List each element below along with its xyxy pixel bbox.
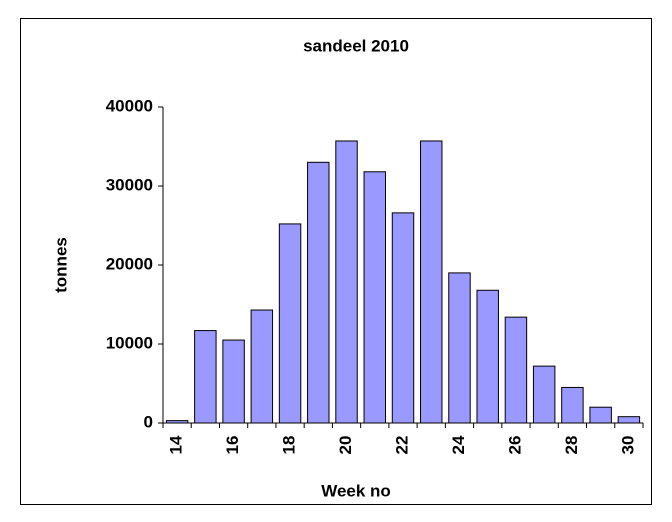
- chart-title: sandeel 2010: [303, 36, 409, 55]
- x-tick-label: 14: [167, 435, 186, 454]
- bar: [194, 330, 217, 424]
- x-tick-label: 28: [562, 436, 581, 455]
- bar: [222, 339, 245, 424]
- bar: [278, 223, 302, 424]
- bar: [589, 406, 612, 424]
- y-tick-label: 30000: [106, 175, 153, 194]
- bar: [532, 365, 556, 424]
- y-tick-label: 40000: [106, 96, 153, 115]
- x-tick-label: 22: [392, 436, 411, 455]
- x-tick-label: 26: [505, 436, 524, 455]
- bar: [363, 171, 386, 424]
- y-tick-label: 20000: [106, 254, 153, 273]
- x-tick-label: 18: [280, 436, 299, 455]
- x-tick-label: 30: [618, 436, 637, 455]
- x-tick-label: 20: [336, 436, 355, 455]
- bar: [335, 140, 358, 424]
- bar: [617, 416, 641, 424]
- bar: [561, 386, 584, 424]
- bar: [250, 309, 274, 424]
- bar: [391, 212, 415, 424]
- bar: [307, 161, 330, 424]
- bar: [504, 316, 528, 424]
- y-tick-label: 0: [144, 412, 153, 431]
- x-tick-label: 16: [223, 436, 242, 455]
- bar: [476, 289, 499, 424]
- y-axis-title: tonnes: [51, 237, 70, 293]
- bar: [448, 272, 471, 424]
- bar: [420, 140, 443, 424]
- y-tick-label: 10000: [106, 333, 153, 352]
- x-axis-title: Week no: [321, 481, 391, 500]
- x-tick-label: 24: [449, 435, 468, 454]
